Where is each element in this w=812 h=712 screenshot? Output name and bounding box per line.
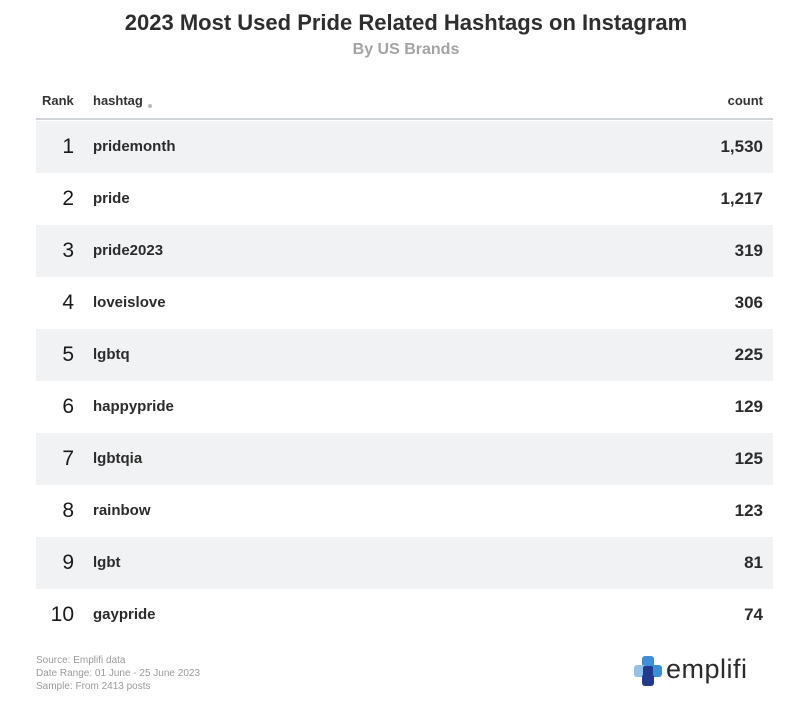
footer-source: Source: Emplifi data [36, 655, 126, 666]
table-row: 7 lgbtqia 125 [36, 433, 773, 485]
header-rank[interactable]: Rank [42, 93, 74, 108]
row-rank: 2 [62, 187, 74, 210]
row-hashtag: happypride [93, 398, 174, 415]
row-hashtag: pride [93, 190, 130, 207]
row-count: 129 [734, 397, 763, 416]
table-row: 3 pride2023 319 [36, 225, 773, 277]
row-hashtag: lgbtq [93, 346, 130, 363]
table-row: 9 lgbt 81 [36, 537, 773, 589]
row-hashtag: lgbt [93, 554, 121, 571]
row-rank: 5 [62, 343, 74, 366]
table-row: 5 lgbtq 225 [36, 329, 773, 381]
row-rank: 1 [62, 135, 74, 158]
row-count: 81 [744, 553, 763, 572]
table-row: 6 happypride 129 [36, 381, 773, 433]
row-rank: 4 [62, 291, 74, 314]
row-rank: 6 [62, 395, 74, 418]
footer-notes: Source: Emplifi data Date Range: 01 June… [36, 654, 200, 693]
header-hashtag[interactable]: hashtag [93, 93, 143, 108]
sort-indicator-icon [148, 104, 152, 108]
row-hashtag: pridemonth [93, 138, 176, 155]
row-hashtag: loveislove [93, 294, 166, 311]
row-count: 1,530 [720, 137, 763, 156]
row-hashtag: rainbow [93, 502, 151, 519]
emplifi-logo-icon [634, 656, 662, 686]
table-header: Rank hashtag count [36, 88, 773, 120]
row-count: 125 [734, 449, 763, 468]
table-row: 8 rainbow 123 [36, 485, 773, 537]
footer-date-range: Date Range: 01 June - 25 June 2023 [36, 668, 201, 679]
row-count: 306 [734, 293, 763, 312]
row-rank: 9 [62, 551, 74, 574]
chart-subtitle: By US Brands [352, 41, 460, 58]
row-rank: 7 [62, 447, 74, 470]
row-hashtag: lgbtqia [93, 450, 143, 467]
row-count: 123 [734, 501, 763, 520]
row-count: 225 [734, 345, 763, 364]
row-count: 74 [744, 605, 763, 624]
table-row: 1 pridemonth 1,530 [36, 121, 773, 173]
row-hashtag: pride2023 [93, 242, 164, 259]
footer-sample: Sample: From 2413 posts [36, 681, 151, 692]
table-row: 10 gaypride 74 [36, 589, 773, 641]
table-body: 1 pridemonth 1,530 2 pride 1,217 3 pride2023 319… [36, 121, 773, 641]
logo-wordmark: emplifi [666, 654, 748, 684]
row-rank: 10 [50, 603, 74, 626]
emplifi-logo: emplifi [634, 654, 774, 690]
row-count: 1,217 [720, 189, 763, 208]
table-row: 2 pride 1,217 [36, 173, 773, 225]
header-count[interactable]: count [727, 93, 763, 108]
row-rank: 8 [62, 499, 74, 522]
table-row: 4 loveislove 306 [36, 277, 773, 329]
chart-title: 2023 Most Used Pride Related Hashtags on… [124, 10, 688, 35]
row-count: 319 [734, 241, 763, 260]
row-rank: 3 [62, 239, 74, 262]
row-hashtag: gaypride [93, 606, 156, 623]
